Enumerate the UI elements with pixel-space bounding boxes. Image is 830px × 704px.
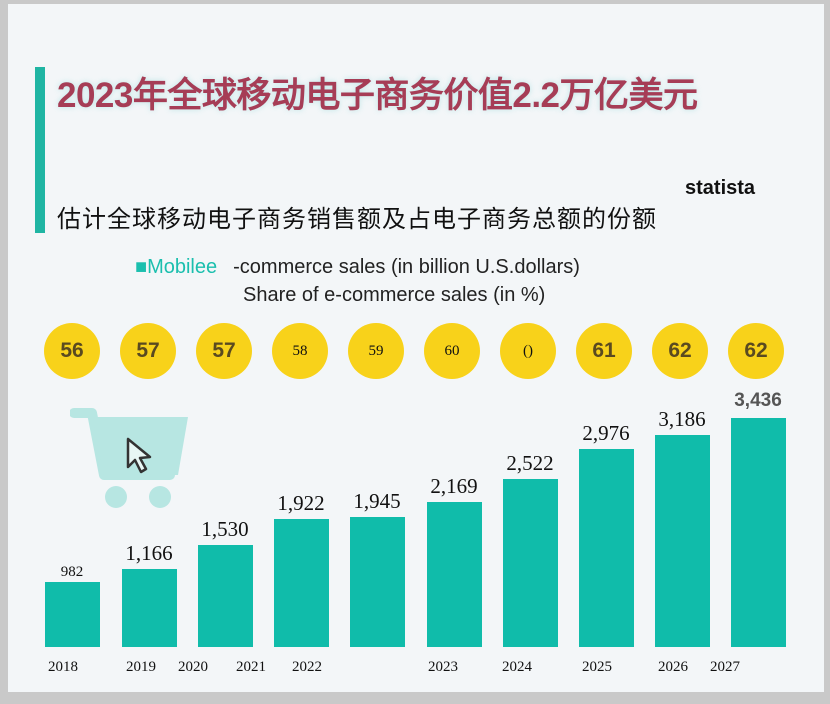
legend-marker: ■Mobilee bbox=[135, 256, 218, 278]
x-tick-label: 2020 bbox=[178, 659, 208, 675]
x-tick-label: 2025 bbox=[582, 659, 612, 675]
legend-sales-label: -commerce sales (in billion U.S.dollars) bbox=[233, 256, 580, 278]
bar-value-label: 1,166 bbox=[125, 541, 173, 566]
bar-value-label: 1,945 bbox=[353, 489, 401, 514]
bar-2020 bbox=[198, 545, 253, 647]
legend-share-label: Share of e-commerce sales (in %) bbox=[243, 284, 546, 306]
bar-2019 bbox=[122, 569, 177, 647]
x-tick-label: 2023 bbox=[428, 659, 458, 675]
bar-2025 bbox=[579, 448, 634, 647]
x-tick-label: 2018 bbox=[48, 659, 78, 675]
x-tick-label: 2021 bbox=[236, 659, 266, 675]
bar-2023 bbox=[427, 502, 482, 647]
share-circle: 62 bbox=[652, 323, 708, 379]
bar-2022 bbox=[350, 517, 405, 647]
x-tick-label: 2024 bbox=[502, 659, 532, 675]
share-circle: 56 bbox=[44, 323, 100, 379]
x-tick-label: 2019 bbox=[126, 659, 156, 675]
x-tick-label: 2027 bbox=[710, 659, 740, 675]
share-circle: 60 bbox=[424, 323, 480, 379]
bar-2021 bbox=[274, 518, 329, 647]
x-tick-label: 2022 bbox=[292, 659, 322, 675]
bar-value-label: 982 bbox=[60, 563, 84, 580]
share-circle: 61 bbox=[576, 323, 632, 379]
bar-value-label: 2,169 bbox=[430, 474, 478, 499]
bar-2018 bbox=[45, 581, 100, 647]
x-tick-label: 2026 bbox=[658, 659, 688, 675]
share-circle: () bbox=[500, 323, 556, 379]
share-circle: 58 bbox=[272, 323, 328, 379]
bar-2024 bbox=[503, 478, 558, 647]
bar-value-label: 2,522 bbox=[506, 450, 554, 475]
share-circle: 62 bbox=[728, 323, 784, 379]
chart-subtitle: 估计全球移动电子商务销售额及占电子商务总额的份额 bbox=[57, 206, 657, 233]
share-circle: 57 bbox=[196, 323, 252, 379]
bar-value-label: 2,976 bbox=[582, 420, 630, 445]
cursor-icon bbox=[126, 437, 152, 474]
bar-value-label: 3,186 bbox=[658, 406, 706, 431]
bar-value-label: 3,436 bbox=[734, 390, 782, 411]
legend-sales: ■Mobilee -commerce sales (in billion U.S.… bbox=[135, 256, 580, 279]
page-title: 2023年全球移动电子商务价值2.2万亿美元 bbox=[57, 76, 698, 115]
share-circle: 57 bbox=[120, 323, 176, 379]
bar-2026 bbox=[655, 434, 710, 647]
bar-value-label: 1,530 bbox=[201, 517, 249, 542]
shopping-cart-icon bbox=[70, 408, 188, 508]
bar-2027 bbox=[731, 418, 786, 647]
accent-bar bbox=[35, 67, 45, 233]
share-circle: 59 bbox=[348, 323, 404, 379]
bar-value-label: 1,922 bbox=[277, 490, 325, 515]
brand-logo: statista bbox=[685, 177, 756, 199]
